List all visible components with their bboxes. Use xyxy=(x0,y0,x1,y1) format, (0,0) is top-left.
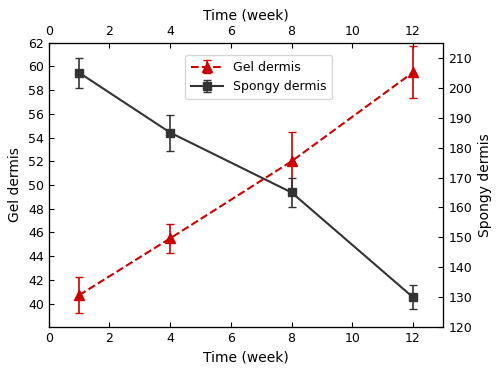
X-axis label: Time (week): Time (week) xyxy=(203,8,289,22)
X-axis label: Time (week): Time (week) xyxy=(203,351,289,365)
Y-axis label: Spongy dermis: Spongy dermis xyxy=(478,133,492,237)
Y-axis label: Gel dermis: Gel dermis xyxy=(8,148,22,222)
Legend: Gel dermis, Spongy dermis: Gel dermis, Spongy dermis xyxy=(185,55,332,100)
